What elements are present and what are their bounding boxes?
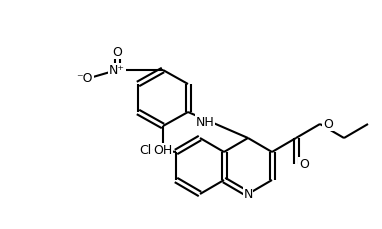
Text: Cl: Cl — [139, 143, 151, 156]
Text: OH: OH — [154, 144, 173, 157]
Text: O: O — [323, 118, 333, 131]
Text: N⁺: N⁺ — [109, 64, 125, 77]
Text: NH: NH — [196, 115, 214, 128]
Text: N: N — [243, 188, 253, 201]
Text: O: O — [112, 46, 122, 59]
Text: ⁻O: ⁻O — [76, 71, 93, 84]
Text: O: O — [299, 158, 309, 171]
